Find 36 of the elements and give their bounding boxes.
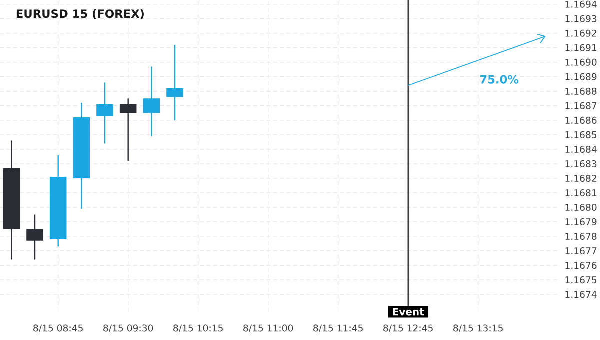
y-tick-label: 1.1675 <box>566 276 597 284</box>
y-tick-label: 1.1686 <box>566 116 597 124</box>
y-tick-label: 1.1689 <box>566 73 597 80</box>
y-tick-label: 1.1680 <box>566 204 597 212</box>
candlestick <box>166 44 184 122</box>
candlestick <box>96 82 114 144</box>
ref-line-label: Event <box>393 308 424 316</box>
x-tick-label: 8/15 11:45 <box>314 324 363 332</box>
y-tick-label: 1.1681 <box>566 189 597 197</box>
y-tick-label: 1.1677 <box>566 248 597 255</box>
y-tick-label: 1.1691 <box>566 44 597 52</box>
y-tick-label: 1.1683 <box>566 160 597 168</box>
y-tick-label: 1.1674 <box>566 291 597 298</box>
y-tick-label: 1.1693 <box>566 15 597 22</box>
y-tick-label: 1.1687 <box>566 102 597 110</box>
y-tick-label: 1.1682 <box>566 174 596 182</box>
x-tick-label: 8/15 13:15 <box>454 324 503 332</box>
y-tick-label: 1.1684 <box>566 146 597 153</box>
y-tick-label: 1.1685 <box>566 131 597 138</box>
y-tick-label: 1.1688 <box>566 88 597 95</box>
x-tick-label: 8/15 08:45 <box>34 324 83 332</box>
x-tick-label: 8/15 10:15 <box>174 324 223 332</box>
y-tick-label: 1.1694 <box>566 0 597 8</box>
annotation: 75.0% <box>480 75 519 84</box>
y-tick-label: 1.1679 <box>566 218 597 226</box>
y-tick-label: 1.1692 <box>566 30 596 37</box>
y-tick-label: 1.1690 <box>566 58 597 66</box>
candlestick <box>26 214 44 260</box>
candlestick <box>143 66 160 138</box>
x-tick-label: 8/15 12:45 <box>384 324 433 332</box>
y-tick-label: 1.1678 <box>566 233 597 240</box>
x-tick-label: 8/15 11:00 <box>244 324 294 332</box>
x-tick-label: 8/15 09:30 <box>104 324 154 332</box>
candlestick <box>120 98 137 162</box>
text: EURUSD 15 (FOREX) <box>16 9 144 20</box>
y-tick-label: 1.1676 <box>566 262 597 270</box>
